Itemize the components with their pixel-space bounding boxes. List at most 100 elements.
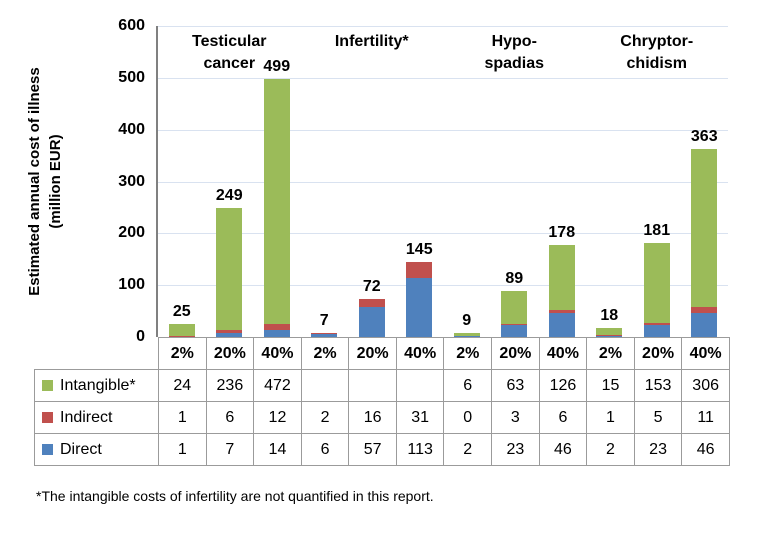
bar-segment-intangible	[596, 327, 623, 336]
legend-label: Direct	[60, 440, 102, 458]
table-value-cell: 6	[300, 433, 350, 466]
bar-segment-direct	[453, 335, 480, 337]
table-value-cell	[348, 369, 397, 402]
table-value-cell	[300, 369, 350, 402]
bar-segment-indirect	[691, 307, 718, 314]
bar-total-label: 9	[462, 311, 472, 329]
table-value-cell: 113	[395, 433, 445, 466]
table-value-cell: 14	[253, 433, 302, 466]
legend-swatch-icon	[42, 411, 53, 423]
table-value-cell: 1	[158, 433, 207, 466]
table-value-cell: 46	[681, 433, 730, 466]
gridline	[158, 285, 728, 287]
plot-area: 25 249 499 7 72 145 9 89 178 18 181 363 Testicular c…	[158, 26, 728, 337]
bar-segment-direct	[358, 307, 385, 337]
gridline	[158, 77, 728, 79]
y-tick-label: 0	[136, 328, 145, 345]
bar-total-label: 7	[319, 311, 329, 329]
group-label: Testicular cancer	[192, 33, 267, 72]
gridline	[158, 181, 728, 183]
bar-segment-direct	[263, 329, 290, 337]
bar-total-label: 25	[172, 302, 191, 320]
table-value-cell: 31	[395, 401, 445, 434]
bar-segment-indirect	[406, 262, 433, 279]
table-value-cell: 306	[681, 369, 730, 402]
bar-segment-indirect	[311, 332, 338, 334]
bar-total-label: 363	[690, 127, 718, 145]
gridline	[158, 26, 728, 27]
gridline	[158, 129, 728, 131]
table-corner-blank	[35, 338, 159, 370]
table-value-cell: 2	[443, 433, 493, 466]
bar-total-label: 18	[600, 306, 619, 324]
table-value-cell: 63	[491, 369, 540, 402]
bar-segment-indirect	[216, 330, 243, 334]
table-row: Direct 1 7 14 6 57 113 2 23 46 2 23 46	[34, 433, 730, 466]
bar-segment-direct	[596, 335, 623, 337]
y-tick-label: 500	[118, 68, 145, 86]
bar-total-label: 145	[405, 241, 433, 259]
x-axis-label: 40%	[395, 337, 445, 370]
group-label: Chryptor- chidism	[620, 33, 694, 72]
y-tick-label: 300	[118, 172, 145, 190]
table-value-cell: 6	[443, 369, 493, 402]
bar-segment-indirect	[548, 310, 575, 314]
table-row: Indirect 1 6 12 2 16 31 0 3 6 1 5 11	[34, 401, 730, 434]
bar-segment-intangible	[548, 244, 575, 311]
x-axis-label: 40%	[538, 337, 588, 370]
table-value-cell	[395, 369, 445, 402]
table-row: Intangible* 24 236 472 6 63 126 15 153 306	[34, 369, 730, 402]
bar-segment-intangible	[691, 148, 718, 308]
table-value-cell: 46	[538, 433, 588, 466]
bar-segment-intangible	[453, 332, 480, 336]
bar-segment-indirect	[358, 299, 385, 308]
bar-total-label: 499	[263, 57, 291, 75]
bar-segment-direct	[548, 313, 575, 337]
bar-segment-direct	[691, 313, 718, 337]
table-value-cell: 12	[253, 401, 302, 434]
y-tick-label: 600	[118, 17, 145, 34]
legend-swatch-icon	[42, 379, 53, 391]
legend-cell: Indirect	[34, 401, 159, 434]
table-value-cell: 153	[633, 369, 683, 402]
x-axis-label: 2%	[443, 337, 493, 370]
table-value-cell: 57	[348, 433, 397, 466]
x-axis-label: 2%	[300, 337, 350, 370]
legend-cell: Direct	[34, 433, 159, 466]
group-label: Infertility*	[334, 33, 409, 50]
bar-segment-indirect	[168, 335, 195, 337]
x-axis-label: 20%	[205, 337, 255, 370]
footnote: *The intangible costs of infertility are…	[36, 488, 434, 504]
bar-segment-indirect	[596, 335, 623, 336]
table-value-cell: 0	[443, 401, 493, 434]
bar-total-label: 249	[215, 186, 243, 204]
bar-segment-direct	[168, 336, 195, 337]
bar-segment-direct	[501, 325, 528, 337]
x-axis-label: 20%	[491, 337, 540, 370]
table-value-cell: 236	[205, 369, 255, 402]
table-value-cell: 16	[348, 401, 397, 434]
legend-cell: Intangible*	[34, 369, 159, 402]
x-axis-label: 2%	[586, 337, 635, 370]
table-value-cell: 24	[158, 369, 207, 402]
table-value-cell: 7	[205, 433, 255, 466]
table-value-cell: 6	[538, 401, 588, 434]
bar-segment-intangible	[501, 290, 528, 324]
bar-total-label: 178	[548, 223, 576, 241]
table-value-cell: 126	[538, 369, 588, 402]
table-value-cell: 472	[253, 369, 302, 402]
bar-total-label: 89	[505, 269, 524, 287]
bar-segment-direct	[406, 278, 433, 337]
table-value-cell: 11	[681, 401, 730, 434]
bar-segment-intangible	[168, 323, 195, 336]
table-value-cell: 6	[205, 401, 255, 434]
table-value-cell: 23	[633, 433, 683, 466]
table-value-cell: 23	[491, 433, 540, 466]
legend-swatch-icon	[42, 443, 53, 455]
table-value-cell: 1	[586, 401, 635, 434]
x-axis-label: 20%	[348, 337, 397, 370]
bar-total-label: 72	[362, 278, 381, 296]
legend-label: Intangible*	[60, 376, 136, 394]
table-value-cell: 1	[158, 401, 207, 434]
